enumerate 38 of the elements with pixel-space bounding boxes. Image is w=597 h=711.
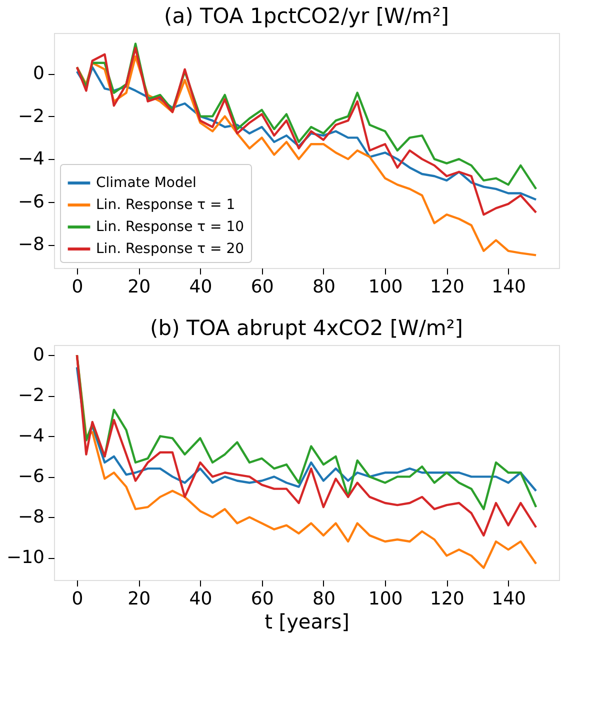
x-tick-label: 20 bbox=[128, 276, 151, 298]
y-tick-label: −10 bbox=[6, 547, 44, 568]
line-series bbox=[76, 42, 538, 190]
chart-title: (a) TOA 1pctCO2/yr [W/m²] bbox=[164, 4, 449, 28]
legend-label: Lin. Response τ = 1 bbox=[96, 197, 236, 213]
x-tick-label: 40 bbox=[189, 276, 212, 298]
y-tick-label: 0 bbox=[33, 63, 44, 84]
line-series bbox=[76, 366, 538, 492]
y-tick-label: −8 bbox=[18, 234, 44, 255]
x-tick-label: 0 bbox=[72, 276, 84, 298]
chart-title: (b) TOA abrupt 4xCO2 [W/m²] bbox=[150, 316, 463, 340]
line-series bbox=[76, 55, 538, 256]
x-tick-label: 100 bbox=[368, 588, 403, 610]
x-tick-label: 20 bbox=[128, 588, 151, 610]
x-tick-label: 40 bbox=[189, 588, 212, 610]
y-tick-label: −4 bbox=[18, 148, 44, 170]
x-tick-label: 140 bbox=[492, 588, 526, 610]
x-axis-title: t [years] bbox=[264, 610, 350, 634]
x-tick-label: 60 bbox=[250, 276, 274, 298]
legend-label: Lin. Response τ = 10 bbox=[96, 219, 244, 235]
line-series bbox=[76, 46, 538, 216]
legend-label: Climate Model bbox=[96, 175, 196, 191]
y-tick-label: 0 bbox=[33, 344, 44, 366]
x-tick-label: 120 bbox=[430, 588, 464, 610]
x-tick-label: 120 bbox=[430, 276, 464, 298]
y-tick-label: −8 bbox=[18, 506, 44, 528]
y-tick-label: −2 bbox=[18, 385, 44, 406]
y-tick-label: −6 bbox=[18, 466, 44, 488]
x-tick-label: 140 bbox=[492, 276, 526, 298]
x-tick-label: 0 bbox=[72, 588, 84, 610]
legend-label: Lin. Response τ = 20 bbox=[96, 241, 244, 257]
y-tick-label: −2 bbox=[18, 106, 44, 127]
x-tick-label: 80 bbox=[312, 588, 336, 610]
x-tick-label: 60 bbox=[250, 588, 274, 610]
x-tick-label: 100 bbox=[368, 276, 403, 298]
x-tick-label: 80 bbox=[312, 276, 336, 298]
y-tick-label: −4 bbox=[18, 426, 44, 447]
y-tick-label: −6 bbox=[18, 191, 44, 212]
